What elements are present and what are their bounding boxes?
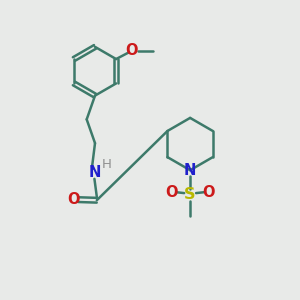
- Text: N: N: [184, 163, 196, 178]
- Text: N: N: [88, 165, 100, 180]
- Text: S: S: [184, 187, 196, 202]
- Text: H: H: [102, 158, 112, 171]
- Text: O: O: [125, 43, 138, 58]
- Text: O: O: [202, 185, 215, 200]
- Text: O: O: [165, 185, 178, 200]
- Text: O: O: [68, 192, 80, 207]
